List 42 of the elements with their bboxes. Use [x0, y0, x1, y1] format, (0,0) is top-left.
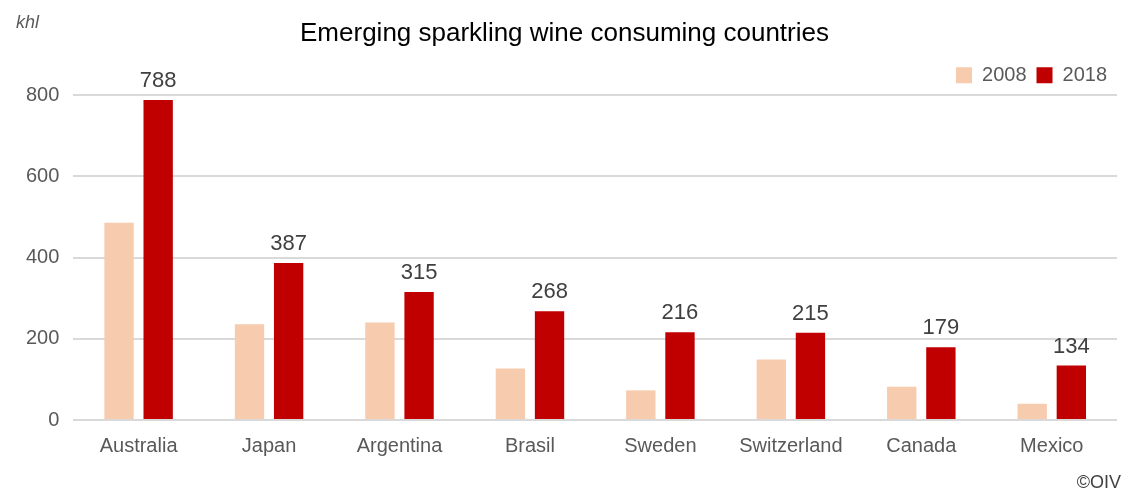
- data-label: 315: [400, 259, 438, 285]
- x-tick-label: Mexico: [1020, 433, 1084, 456]
- bar: [365, 322, 395, 419]
- data-label: 215: [792, 299, 829, 325]
- x-tick-label: Switzerland: [739, 433, 843, 456]
- bar: [404, 292, 434, 419]
- bar: [626, 390, 656, 419]
- data-label: 387: [270, 229, 307, 255]
- data-label: 134: [1052, 332, 1090, 358]
- chart-title: Emerging sparkling wine consuming countries: [300, 16, 829, 47]
- bar: [926, 347, 956, 419]
- bar: [273, 262, 304, 419]
- data-label: 179: [922, 314, 960, 340]
- y-axis-title: khl: [16, 12, 41, 32]
- bar: [143, 100, 173, 419]
- y-tick-label: 0: [48, 407, 60, 430]
- bar: [887, 386, 917, 419]
- y-tick-label: 800: [25, 82, 60, 105]
- bar: [756, 359, 786, 419]
- text: ©OIV: [1076, 471, 1121, 492]
- bar: [234, 324, 265, 419]
- legend-label: 2018: [1062, 62, 1108, 85]
- y-tick-label: 400: [25, 245, 60, 268]
- data-label: 216: [661, 299, 699, 325]
- bar: [665, 332, 695, 419]
- x-tick-label: Canada: [886, 433, 958, 456]
- bar: [104, 222, 134, 419]
- bar: [1017, 403, 1047, 419]
- y-tick-label: 200: [25, 326, 60, 349]
- x-tick-label: Australia: [99, 433, 179, 456]
- bar: [795, 332, 826, 419]
- x-tick-label: Brasil: [504, 433, 555, 456]
- y-tick-label: 600: [25, 163, 60, 186]
- bar: [1056, 365, 1087, 419]
- bar: [495, 368, 526, 419]
- legend-label: 2008: [982, 62, 1027, 85]
- bar: [534, 311, 565, 419]
- x-tick-label: Japan: [241, 433, 297, 456]
- data-label: 268: [531, 278, 568, 304]
- data-label: 788: [139, 67, 177, 93]
- x-tick-label: Argentina: [356, 433, 444, 456]
- x-tick-label: Sweden: [624, 433, 697, 456]
